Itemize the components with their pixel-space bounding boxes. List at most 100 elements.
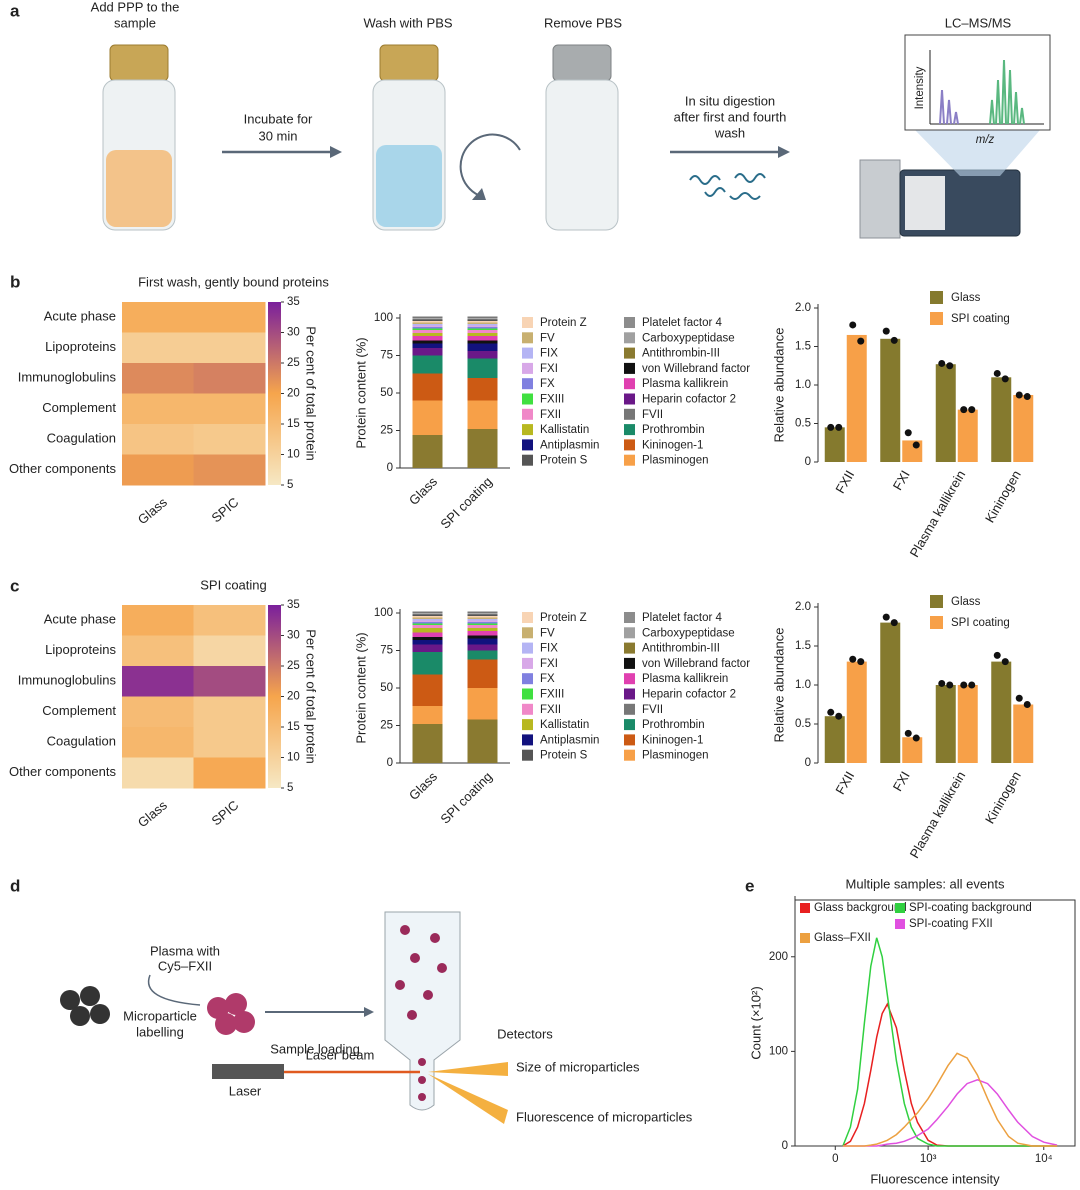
bar-segment (467, 429, 498, 468)
arrow-head (472, 188, 486, 200)
bar-segment (412, 400, 443, 435)
bar (957, 685, 978, 763)
legend-label: Protein Z (540, 612, 587, 624)
legend-label: FX (540, 378, 555, 390)
legend-label: Glass background (814, 902, 907, 914)
y-tick-label: 2.0 (795, 601, 811, 613)
legend-swatch (624, 393, 635, 405)
bar-segment (467, 325, 498, 327)
heatmap-cell (122, 757, 194, 789)
legend-swatch (522, 332, 533, 344)
bar-segment (412, 652, 443, 675)
y-tick-label: 0 (387, 757, 393, 769)
colorbar-tick-label: 10 (287, 752, 300, 764)
bar-segment (412, 674, 443, 706)
colorbar-tick-label: 20 (287, 691, 300, 703)
replicate-point (1015, 391, 1023, 399)
legend-label: FV (540, 332, 555, 344)
y-tick-label: 0.5 (795, 418, 811, 430)
legend-swatch (624, 627, 635, 639)
row-label: Coagulation (47, 734, 116, 749)
replicate-point (960, 681, 968, 689)
bar (957, 409, 978, 462)
bar-segment (412, 619, 443, 621)
colorbar-tick-label: 35 (287, 599, 300, 611)
heatmap-cell (193, 302, 266, 333)
bar (846, 334, 867, 462)
y-axis-label: Count (×10²) (748, 986, 763, 1059)
legend-swatch (624, 749, 635, 761)
legend-label: Plasma kallikrein (642, 673, 728, 685)
legend-swatch (522, 362, 533, 374)
bar-segment (467, 378, 498, 401)
replicate-point (946, 681, 954, 689)
y-tick-label: 1.5 (795, 640, 811, 652)
step-label: Incubate for (244, 111, 313, 126)
y-tick-label: 100 (374, 312, 393, 324)
colorbar-tick-label: 5 (287, 479, 293, 491)
scatter-beam (428, 1062, 508, 1076)
row-label: Complement (42, 400, 116, 415)
colorbar-tick-label: 30 (287, 630, 300, 642)
y-tick-label: 1.0 (795, 379, 811, 391)
y-tick-label: 50 (380, 387, 393, 399)
bar-segment (467, 688, 498, 720)
x-tick-label: 10⁴ (1035, 1153, 1053, 1165)
cytometry-diagram: Plasma with Cy5–FXII Microparticle label… (60, 911, 693, 1124)
heatmap-cell (122, 727, 194, 758)
bar-segment (467, 316, 498, 318)
arrow-head (330, 146, 342, 158)
legend-label: FVII (642, 409, 663, 421)
bar-segment (412, 373, 443, 401)
workflow: Add PPP to the sample Incubate for 30 mi… (91, 0, 1051, 239)
bar-segment (412, 321, 443, 323)
replicate-point (835, 423, 843, 431)
row-label: Immunoglobulins (18, 370, 117, 385)
arrow-head (364, 1007, 374, 1017)
legend-swatch (522, 408, 533, 420)
legend-swatch (624, 612, 635, 623)
x-tick-label: 10³ (920, 1153, 937, 1165)
colorbar-tick-label: 20 (287, 388, 300, 400)
bar-segment (412, 617, 443, 619)
legend-label: SPI-coating background (909, 902, 1032, 914)
heatmap-cell (122, 454, 194, 486)
legend-label: FIX (540, 348, 558, 360)
bar (935, 685, 956, 763)
colorbar (268, 605, 281, 788)
legend-label: Glass–FXII (814, 932, 871, 944)
bar-segment (467, 650, 498, 660)
peptides (689, 173, 766, 200)
legend-label: Glass (951, 596, 981, 608)
x-tick-label: Kininogen (982, 468, 1024, 526)
step-label: Remove PBS (544, 15, 622, 30)
legend-swatch (522, 642, 533, 654)
arrow-head (778, 146, 790, 158)
replicate-point (1023, 393, 1031, 401)
legend-label: Antithrombin-III (642, 643, 720, 655)
legend-swatch (624, 332, 635, 344)
legend-swatch (522, 612, 533, 623)
bar-segment (412, 322, 443, 324)
legend-label: Carboxypeptidase (642, 332, 735, 344)
inset (904, 34, 1051, 131)
step-label: after first and fourth (674, 109, 787, 124)
legend-swatch (522, 317, 533, 328)
bar-segment (412, 348, 443, 356)
legend-label: FX (540, 673, 555, 685)
labelled-bead (215, 1013, 237, 1035)
replicate-point (890, 619, 898, 627)
labelled-bead (233, 1011, 255, 1033)
bar-segment (412, 625, 443, 628)
bar (880, 338, 901, 462)
legend-swatch (624, 703, 635, 715)
legend-label: Kallistatin (540, 424, 589, 436)
y-axis-label: Relative abundance (771, 328, 786, 443)
bar-segment (467, 327, 498, 329)
legend-label: FIX (540, 643, 558, 655)
legend-swatch (624, 734, 635, 746)
y-tick-label: 0 (387, 462, 393, 474)
vial-cap (109, 44, 169, 82)
bar-segment (467, 719, 498, 763)
